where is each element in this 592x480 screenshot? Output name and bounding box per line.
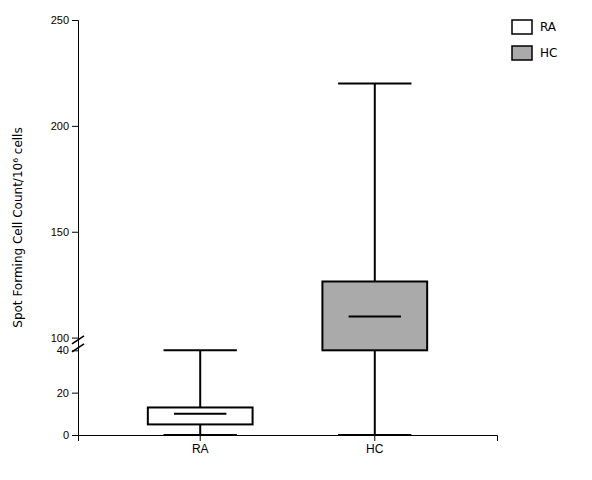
box [148, 350, 253, 435]
x-tick: HC [366, 435, 384, 456]
chart: 0 20 40100 150 200 250 RA HC Spot Forming Cell C… [0, 0, 592, 480]
whisker-high [199, 350, 201, 407]
plot: 0 20 40100 150 200 250 RA HC [51, 14, 498, 456]
x-axis-line [79, 436, 498, 442]
y-axis-line [72, 21, 79, 436]
x-tick-label: HC [366, 442, 384, 456]
x-tick-label: RA [192, 442, 209, 456]
y-tick-label: 200 [51, 120, 69, 132]
y-tick-label: 20 [57, 387, 69, 399]
y-tick-label: 40 [57, 344, 69, 356]
legend-swatch [512, 46, 532, 60]
legend-label: RA [540, 20, 557, 34]
x-axis: RA HC [79, 435, 498, 456]
iqr-box [148, 407, 253, 424]
y-tick-mark [72, 435, 78, 436]
x-tick-mark [200, 435, 201, 441]
y-tick-mark [72, 232, 78, 233]
median-line [174, 413, 226, 415]
y-tick: 250 [51, 14, 78, 26]
axis-break-slash [72, 344, 84, 352]
legend-label: HC [540, 46, 557, 60]
y-tick-label: 100 [51, 332, 69, 344]
whisker-low-cap [338, 434, 411, 435]
legend-item: RA [512, 20, 557, 35]
x-tick: RA [192, 435, 209, 456]
axis-break [72, 336, 84, 352]
whisker-low-cap [164, 434, 237, 435]
y-tick-mark [72, 338, 78, 339]
legend-swatch [512, 20, 532, 34]
y-tick: 20 [57, 387, 78, 399]
axis-break-slash [72, 336, 84, 344]
box [322, 84, 427, 435]
y-tick-label: 150 [51, 226, 69, 238]
y-tick-mark [72, 393, 78, 394]
legend: RA HC [512, 20, 557, 61]
marks [148, 84, 427, 435]
iqr-box [322, 281, 427, 350]
y-tick-label: 0 [63, 429, 69, 441]
y-axis-title: Spot Forming Cell Count/10⁶ cells [11, 127, 25, 327]
y-axis: 0 20 40100 150 200 250 [51, 14, 79, 441]
median-line [349, 315, 401, 317]
y-tick: 0 [63, 429, 78, 441]
y-tick-mark [72, 126, 78, 127]
whisker-high-cap [164, 349, 237, 351]
whisker-high [374, 84, 376, 282]
x-tick-mark [374, 435, 375, 441]
y-tick-label: 250 [51, 14, 69, 26]
y-tick: 150 [51, 226, 78, 238]
whisker-low [374, 350, 376, 435]
whisker-high-cap [338, 83, 411, 85]
whisker-low [199, 424, 201, 435]
legend-item: HC [512, 46, 557, 61]
y-tick-mark [72, 20, 78, 21]
y-tick: 200 [51, 120, 78, 132]
